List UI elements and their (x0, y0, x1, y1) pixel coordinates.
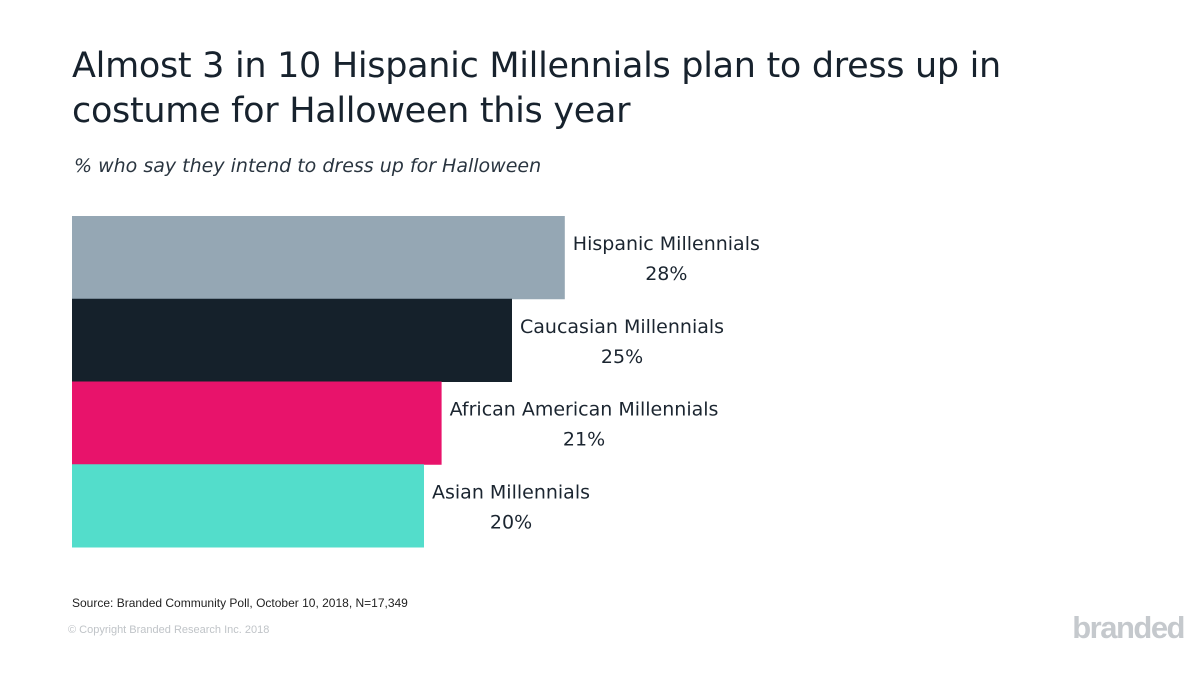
value-label-asian-millennials: 20% (490, 511, 532, 533)
category-label-caucasian-millennials: Caucasian Millennials (520, 316, 724, 338)
chart-title: Almost 3 in 10 Hispanic Millennials plan… (72, 46, 1001, 131)
value-label-hispanic-millennials: 28% (645, 263, 687, 285)
value-label-african-american-millennials: 21% (563, 429, 605, 451)
source-note: Source: Branded Community Poll, October … (72, 596, 408, 610)
category-label-hispanic-millennials: Hispanic Millennials (573, 233, 760, 255)
value-label-caucasian-millennials: 25% (601, 346, 643, 368)
chart-subtitle: % who say they intend to dress up for Ha… (74, 155, 542, 177)
bar-asian-millennials (72, 464, 424, 548)
bar-caucasian-millennials (72, 298, 512, 382)
bar-hispanic-millennials (72, 216, 565, 300)
bar-african-american-millennials (72, 381, 442, 465)
copyright-note: © Copyright Branded Research Inc. 2018 (68, 624, 270, 636)
category-label-asian-millennials: Asian Millennials (432, 481, 590, 503)
branded-logo: branded (1072, 610, 1185, 645)
category-label-african-american-millennials: African American Millennials (450, 399, 719, 421)
